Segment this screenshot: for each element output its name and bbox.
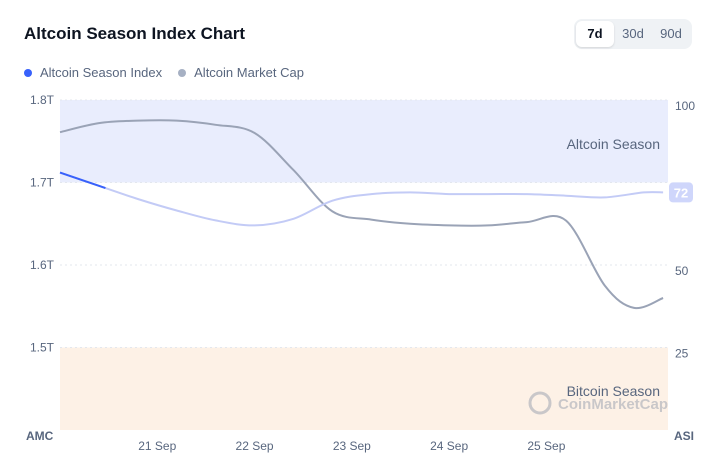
x-axis-tick-label: 24 Sep: [430, 439, 468, 453]
tab-7d[interactable]: 7d: [576, 21, 614, 47]
legend-item-altcoin-season-index[interactable]: Altcoin Season Index: [24, 65, 162, 80]
right-axis-label: ASI: [674, 429, 694, 443]
left-axis-tick-label: 1.7T: [30, 176, 55, 190]
x-axis-tick-label: 25 Sep: [527, 439, 565, 453]
altcoin-season-zone: [60, 100, 668, 183]
series-line-altcoin-market-cap: [59, 119, 664, 310]
right-axis-tick-label: 25: [675, 347, 689, 361]
watermark-text: CoinMarketCap: [558, 396, 668, 413]
legend-dot-icon: [178, 68, 187, 77]
left-axis-tick-label: 1.6T: [30, 258, 55, 272]
tab-30d[interactable]: 30d: [622, 26, 644, 41]
left-axis-label: AMC: [26, 429, 54, 443]
legend-dot-icon: [24, 68, 32, 77]
left-axis-tick-label: 1.5T: [30, 341, 55, 355]
time-range-tabs: 7d 30d 90d: [574, 19, 692, 49]
coinmarketcap-watermark: CoinMarketCap: [528, 391, 668, 415]
altcoin-season-label: Altcoin Season: [567, 136, 660, 152]
coinmarketcap-logo-icon: [528, 391, 552, 415]
x-axis-tick-label: 21 Sep: [138, 439, 176, 453]
bitcoin-season-zone: [60, 347, 668, 430]
current-value-badge: [669, 182, 693, 203]
legend-label: Altcoin Market Cap: [194, 65, 304, 80]
current-value-badge-label: 72: [674, 185, 688, 200]
series-line-altcoin-season-index-highlight: [59, 171, 139, 200]
series-line-altcoin-season-index: [59, 171, 664, 227]
legend-item-altcoin-market-cap[interactable]: Altcoin Market Cap: [178, 65, 304, 80]
bitcoin-season-label: Bitcoin Season: [567, 383, 660, 399]
left-axis-tick-label: 1.8T: [30, 93, 55, 107]
chart-legend: Altcoin Season Index Altcoin Market Cap: [24, 65, 320, 80]
x-axis-tick-label: 22 Sep: [236, 439, 274, 453]
legend-label: Altcoin Season Index: [40, 65, 163, 80]
right-axis-tick-label: 100: [675, 99, 695, 113]
chart-title: Altcoin Season Index Chart: [24, 24, 246, 43]
right-axis-tick-label: 50: [675, 264, 689, 278]
tab-90d[interactable]: 90d: [660, 26, 682, 41]
x-axis-tick-label: 23 Sep: [333, 439, 371, 453]
